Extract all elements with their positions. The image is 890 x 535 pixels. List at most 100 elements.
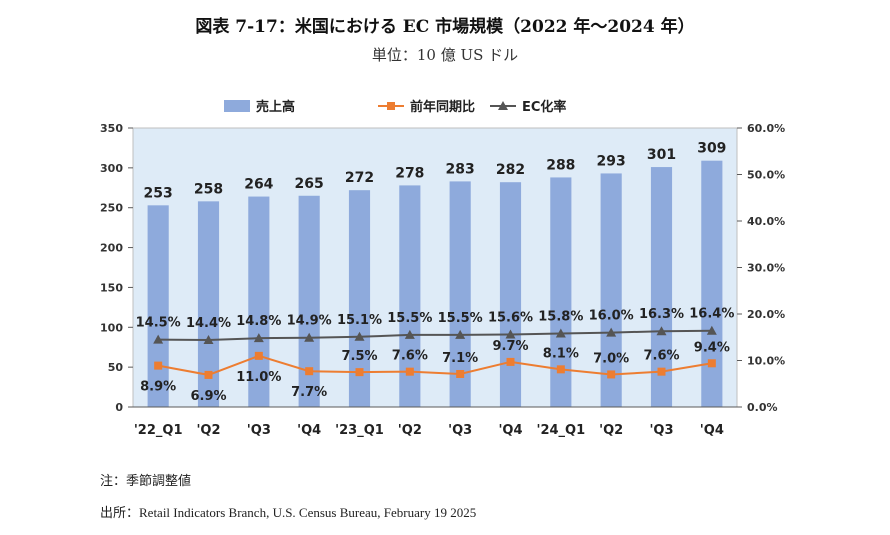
ec-ratio-point [153,334,164,344]
yoy-point [204,370,213,379]
x-axis-tick-label: 'Q4 [498,423,522,438]
ec-ratio-point [606,327,617,337]
yoy-value-label: 7.7% [291,385,327,400]
right-axis-tick-label: 50.0% [747,169,785,182]
bar-value-label: 288 [546,157,575,173]
legend-label: 前年同期比 [410,99,475,115]
chart-subtitle: 単位：10 億 US ドル [371,46,519,64]
yoy-value-label: 6.9% [190,389,226,404]
ec-ratio-value-label: 14.9% [287,314,332,329]
x-axis-tick-label: 'Q2 [196,423,220,438]
chart-title: 図表 7-17：米国における EC 市場規模（2022 年〜2024 年） [195,17,695,37]
left-axis-tick-label: 50 [108,361,124,374]
yoy-value-label: 7.5% [341,349,377,364]
yoy-point [254,351,263,360]
x-axis-tick-label: 'Q3 [649,423,673,438]
plot-area [132,127,738,408]
bar [298,195,320,407]
bar-value-label: 272 [345,170,374,186]
left-axis-tick-label: 300 [100,162,123,175]
yoy-point [607,370,616,379]
ec-ratio-point [253,333,264,343]
footnote: 注：季節調整値 [100,473,192,488]
legend-marker [387,102,395,110]
ec-ratio-value-label: 16.4% [689,307,734,322]
ec-ratio-value-label: 14.4% [186,316,231,331]
right-axis-tick-label: 10.0% [747,355,785,368]
yoy-point [707,359,716,368]
ec-ratio-point [656,326,667,336]
bar [399,185,421,407]
ec-ratio-value-label: 15.5% [438,311,483,326]
ec-ratio-point [455,329,466,339]
yoy-point [556,365,565,374]
bar [550,177,572,407]
yoy-point [154,361,163,370]
bar [248,196,270,407]
yoy-value-label: 7.1% [442,351,478,366]
ec-ratio-point [354,331,365,341]
ec-ratio-value-label: 14.5% [136,316,181,331]
yoy-point [456,369,465,378]
yoy-value-label: 11.0% [236,370,281,385]
chart: 0 50 100 150 200 250 300 350 0.0% 10.0% 20.0% 30.0%… [100,99,785,438]
yoy-value-label: 8.1% [543,346,579,361]
bar [701,160,723,407]
yoy-value-label: 7.6% [643,349,679,364]
ec-ratio-value-label: 15.6% [488,310,533,325]
bar-value-label: 258 [194,181,223,197]
yoy-point [506,357,515,366]
bar [449,181,471,407]
left-axis-tick-label: 250 [100,202,123,215]
yoy-point [405,367,414,376]
yoy-point [355,368,364,377]
legend-marker [498,101,508,110]
right-axis-tick-label: 0.0% [747,401,778,414]
right-axis-tick-label: 60.0% [747,122,785,135]
x-axis-tick-label: 'Q4 [700,423,724,438]
x-axis-tick-label: 'Q2 [398,423,422,438]
yoy-value-label: 7.0% [593,351,629,366]
ec-ratio-point [203,335,214,345]
ec-ratio-value-label: 16.0% [589,309,634,324]
legend-label: EC化率 [522,99,566,115]
ec-ratio-value-label: 14.8% [236,314,281,329]
bar-value-label: 264 [244,177,273,193]
yoy-value-label: 9.7% [492,339,528,354]
bar [499,182,522,407]
bar-value-label: 253 [144,185,173,201]
bar [348,190,371,407]
right-axis-tick-label: 40.0% [747,215,785,228]
bar [147,205,169,407]
x-axis-tick-label: '23_Q1 [335,423,384,438]
source-note: 出所：Retail Indicators Branch, U.S. Census… [100,505,477,520]
bar-value-label: 265 [295,176,324,192]
yoy-line [157,354,712,376]
ec-ratio-value-label: 16.3% [639,307,684,322]
bar-value-label: 301 [647,147,676,163]
left-axis-tick-label: 0 [115,401,123,414]
ec-ratio-value-label: 15.8% [538,310,583,325]
bar-value-label: 282 [496,162,525,178]
ec-ratio-point [706,325,717,335]
x-axis-tick-label: 'Q3 [448,423,472,438]
x-axis-tick-label: '24_Q1 [536,423,585,438]
bar-value-label: 293 [597,153,626,169]
ec-ratio-value-label: 15.1% [337,313,382,328]
right-axis-tick-label: 30.0% [747,262,785,275]
bar-value-label: 278 [395,165,424,181]
bar [600,173,622,407]
x-axis-tick-label: '22_Q1 [134,423,183,438]
ec-ratio-point [404,329,415,339]
ec-ratio-point [304,332,315,342]
legend-label: 売上高 [256,99,295,115]
bar [650,167,673,407]
left-axis-tick-label: 350 [100,122,123,135]
ec-ratio-value-label: 15.5% [387,311,432,326]
yoy-point [657,367,666,376]
right-axis-tick-label: 20.0% [747,308,785,321]
ec-ratio-point [505,329,516,339]
ec-ratio-point [555,328,566,338]
bar [197,201,220,407]
x-axis-tick-label: 'Q4 [297,423,321,438]
